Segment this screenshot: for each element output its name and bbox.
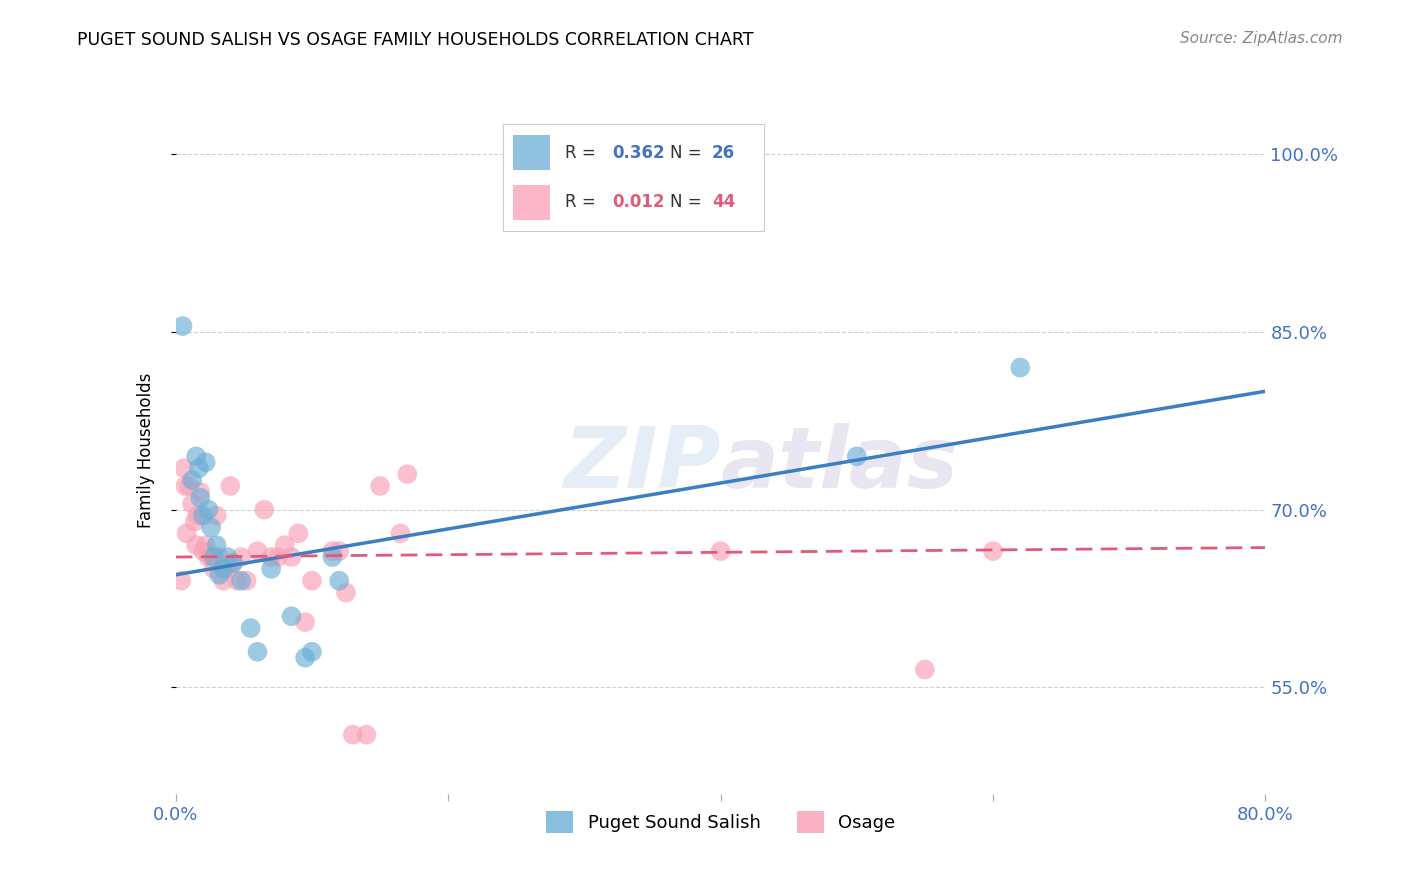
Point: [208, 549, 231, 564]
Point: [280, 609, 302, 624]
Point: [274, 538, 297, 552]
Point: [186, 538, 208, 552]
Point: [328, 574, 350, 588]
Point: [981, 544, 1004, 558]
Point: [368, 479, 391, 493]
Point: [181, 497, 204, 511]
Text: PUGET SOUND SALISH VS OSAGE FAMILY HOUSEHOLDS CORRELATION CHART: PUGET SOUND SALISH VS OSAGE FAMILY HOUSE…: [77, 31, 754, 49]
Point: [191, 544, 214, 558]
Point: [226, 574, 249, 588]
Point: [187, 461, 209, 475]
Point: [294, 615, 316, 630]
Point: [231, 549, 253, 564]
Y-axis label: Family Households: Family Households: [136, 373, 155, 528]
Point: [205, 538, 228, 552]
Text: Source: ZipAtlas.com: Source: ZipAtlas.com: [1180, 31, 1343, 46]
Point: [176, 526, 198, 541]
Point: [321, 544, 343, 558]
Legend: Puget Sound Salish, Osage: Puget Sound Salish, Osage: [538, 804, 903, 839]
Point: [174, 479, 197, 493]
Point: [246, 544, 269, 558]
Point: [267, 549, 290, 564]
Point: [396, 467, 419, 482]
Point: [239, 621, 262, 635]
Point: [194, 538, 217, 552]
Point: [173, 461, 195, 475]
Point: [294, 650, 316, 665]
Point: [194, 455, 217, 469]
Point: [222, 556, 245, 570]
Point: [212, 574, 235, 588]
Point: [197, 549, 219, 564]
Point: [335, 585, 357, 599]
Point: [172, 319, 194, 334]
Point: [328, 544, 350, 558]
Point: [184, 515, 207, 529]
Point: [287, 526, 309, 541]
Point: [170, 574, 193, 588]
Point: [208, 567, 231, 582]
Point: [200, 520, 222, 534]
Point: [914, 663, 936, 677]
Point: [260, 562, 283, 576]
Point: [301, 574, 323, 588]
Point: [181, 473, 204, 487]
Point: [342, 728, 364, 742]
Text: atlas: atlas: [721, 423, 959, 506]
Point: [356, 728, 378, 742]
Point: [219, 479, 242, 493]
Point: [845, 450, 868, 464]
Point: [217, 549, 239, 564]
Point: [389, 526, 412, 541]
Point: [222, 556, 245, 570]
Point: [235, 574, 257, 588]
Text: ZIP: ZIP: [562, 423, 721, 506]
Point: [710, 544, 733, 558]
Point: [301, 645, 323, 659]
Point: [212, 562, 235, 576]
Point: [197, 502, 219, 516]
Point: [280, 549, 302, 564]
Point: [246, 645, 269, 659]
Point: [202, 549, 225, 564]
Point: [205, 508, 228, 523]
Point: [321, 549, 343, 564]
Point: [202, 562, 225, 576]
Point: [200, 549, 222, 564]
Point: [186, 450, 208, 464]
Point: [188, 484, 211, 499]
Point: [253, 502, 276, 516]
Point: [186, 508, 209, 523]
Point: [191, 508, 214, 523]
Point: [217, 562, 239, 576]
Point: [231, 574, 253, 588]
Point: [179, 479, 201, 493]
Point: [1010, 360, 1032, 375]
Point: [260, 549, 283, 564]
Point: [188, 491, 211, 505]
